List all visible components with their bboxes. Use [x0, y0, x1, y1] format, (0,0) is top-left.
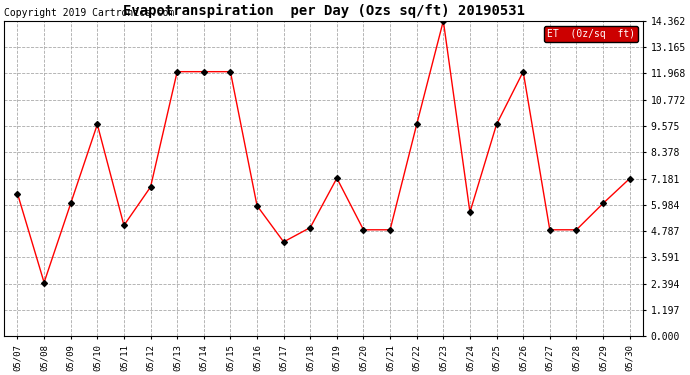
Legend: ET  (0z/sq  ft): ET (0z/sq ft) — [544, 26, 638, 42]
Text: Copyright 2019 Cartronics.com: Copyright 2019 Cartronics.com — [4, 8, 175, 18]
Title: Evapotranspiration  per Day (Ozs sq/ft) 20190531: Evapotranspiration per Day (Ozs sq/ft) 2… — [123, 4, 524, 18]
